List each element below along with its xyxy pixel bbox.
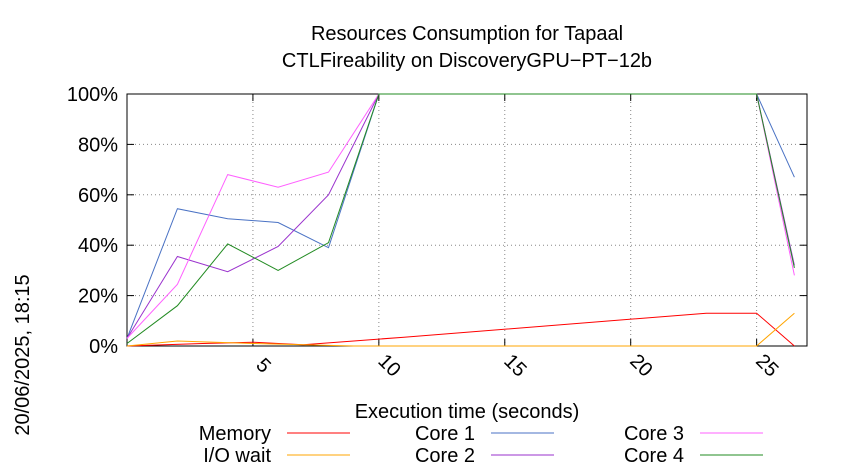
series-line-core-1 [126,93,795,339]
x-tick-label: 5 [251,354,274,377]
legend-label-core-1: Core 1 [415,423,475,445]
chart-title-line-2: CTLFireability on DiscoveryGPU−PT−12b [282,50,652,72]
x-tick-label: 10 [373,350,404,381]
series-line-core-2 [126,93,795,339]
timestamp-label: 20/06/2025, 18:15 [12,274,34,435]
chart-title-line-1: Resources Consumption for Tapaal [311,23,623,45]
legend-label-memory: Memory [199,423,271,445]
series-line-i-o-wait [126,312,795,347]
legend-label-i-o-wait: I/O wait [203,445,271,467]
legend-label-core-4: Core 4 [624,445,684,467]
series-line-core-3 [126,93,795,339]
y-tick-label: 40% [78,235,118,257]
legend-label-core-2: Core 2 [415,445,475,467]
series-lines [126,93,795,347]
plot-frame [126,93,808,347]
series-line-memory [126,312,795,347]
grid [127,94,807,346]
y-tick-label: 20% [78,286,118,308]
y-tick-label: 100% [67,84,118,106]
series-line-core-4 [126,93,795,344]
x-tick-label: 25 [751,350,782,381]
ticks: 0% 20% 40% 60% 80% 100% 5 10 15 20 25 [67,84,807,381]
y-tick-label: 60% [78,185,118,207]
y-tick-label: 80% [78,134,118,156]
x-axis-label: Execution time (seconds) [355,401,580,423]
y-tick-label: 0% [89,336,118,358]
legend-label-core-3: Core 3 [624,423,684,445]
x-tick-label: 15 [499,350,530,381]
x-tick-label: 20 [625,350,656,381]
